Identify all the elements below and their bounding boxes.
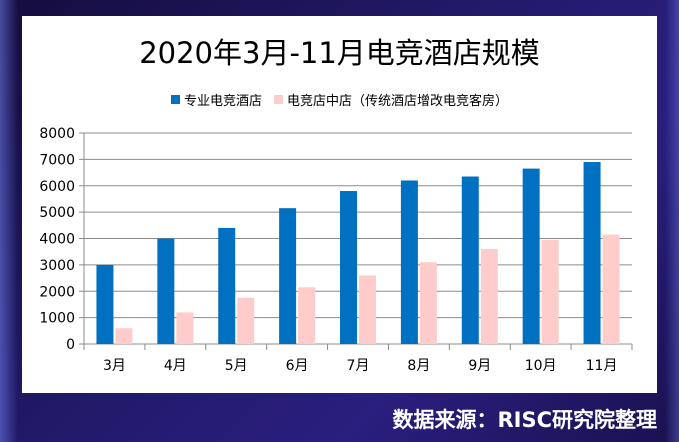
y-tick-label: 7000 xyxy=(39,152,75,168)
bar-esports-hotel-10月 xyxy=(522,168,540,344)
bar-shop-in-shop-11月 xyxy=(602,234,620,344)
bar-shop-in-shop-10月 xyxy=(541,239,559,344)
x-tick-label: 9月 xyxy=(468,358,491,374)
chart-panel: 2020年3月-11月电竞酒店规模 专业电竞酒店 电竞店中店（传统酒店增改电竞客… xyxy=(22,16,657,393)
y-tick-label: 0 xyxy=(66,337,75,353)
plot-area: 0 1000 2000 3000 4000 5000 6000 7000 8000 3月 4月 5月 6… xyxy=(39,126,633,374)
legend-item-series-2: 电竞店中店（传统酒店增改电竞客房） xyxy=(274,90,508,109)
bar-esports-hotel-3月 xyxy=(96,264,114,344)
legend-swatch-series-2 xyxy=(274,95,283,104)
bar-shop-in-shop-6月 xyxy=(298,287,316,344)
bar-esports-hotel-8月 xyxy=(400,180,418,344)
source-note: 数据来源：RISC研究院整理 xyxy=(392,408,657,432)
bar-shop-in-shop-3月 xyxy=(115,328,133,344)
x-tick-label: 11月 xyxy=(586,358,618,374)
bar-shop-in-shop-8月 xyxy=(419,262,437,344)
x-tick-label: 10月 xyxy=(525,358,557,374)
chart-legend: 专业电竞酒店 电竞店中店（传统酒店增改电竞客房） xyxy=(22,90,657,109)
bar-esports-hotel-11月 xyxy=(583,162,601,344)
y-tick-label: 6000 xyxy=(39,179,75,195)
chart-title: 2020年3月-11月电竞酒店规模 xyxy=(139,36,540,70)
bar-shop-in-shop-5月 xyxy=(237,297,255,344)
x-tick-label: 7月 xyxy=(347,358,370,374)
bar-shop-in-shop-4月 xyxy=(176,312,194,344)
y-tick-label: 5000 xyxy=(39,205,75,221)
legend-item-series-1: 专业电竞酒店 xyxy=(170,90,262,109)
legend-label-series-1: 专业电竞酒店 xyxy=(183,94,262,109)
y-tick-label: 4000 xyxy=(39,232,75,248)
y-tick-label: 3000 xyxy=(39,258,75,274)
bar-esports-hotel-4月 xyxy=(157,238,175,344)
x-tick-label: 8月 xyxy=(407,358,430,374)
left-glow xyxy=(0,0,18,442)
bar-esports-hotel-7月 xyxy=(340,191,357,344)
x-tick-label: 6月 xyxy=(286,358,309,374)
y-tick-label: 1000 xyxy=(39,311,75,327)
bar-shop-in-shop-9月 xyxy=(480,249,498,344)
bar-shop-in-shop-7月 xyxy=(359,275,376,344)
x-tick-label: 4月 xyxy=(164,358,187,374)
bar-esports-hotel-5月 xyxy=(218,227,236,344)
x-tick-label: 3月 xyxy=(103,358,126,374)
legend-swatch-series-1 xyxy=(170,95,180,104)
y-tick-label: 2000 xyxy=(39,284,75,300)
bar-esports-hotel-6月 xyxy=(279,208,297,344)
y-tick-label: 8000 xyxy=(39,126,75,142)
legend-label-series-2: 电竞店中店（传统酒店增改电竞客房） xyxy=(287,94,509,109)
x-tick-label: 5月 xyxy=(225,358,248,374)
bar-esports-hotel-9月 xyxy=(461,176,479,344)
right-glow xyxy=(665,0,679,442)
